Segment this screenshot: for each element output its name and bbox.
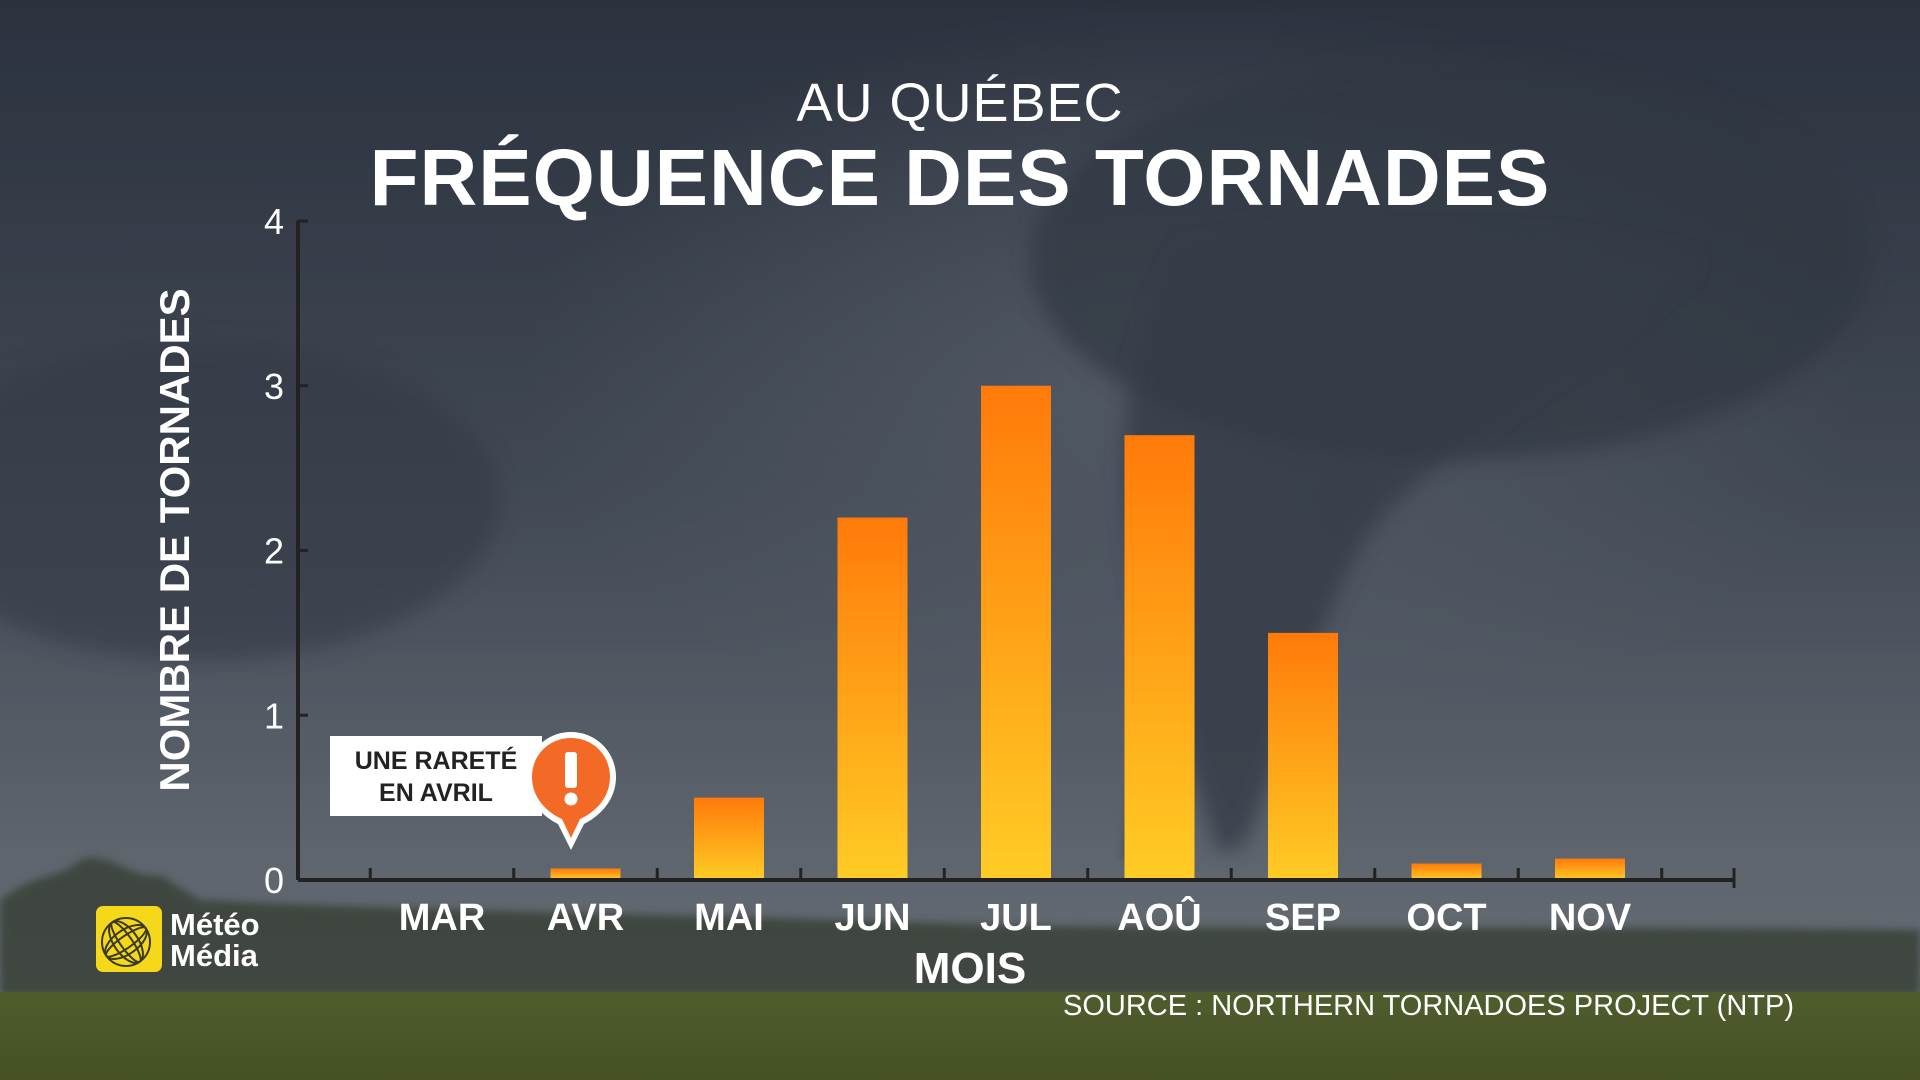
- callout-line-1: UNE RARETÉ: [354, 747, 518, 775]
- callout-line-2: EN AVRIL: [379, 779, 493, 807]
- logo-line-1: Météo: [170, 907, 260, 942]
- chart-title: FRÉQUENCE DES TORNADES: [369, 133, 1551, 222]
- bar-aoû: [1124, 435, 1195, 880]
- bar-mai: [694, 797, 764, 880]
- x-tick-label-jul: JUL: [980, 897, 1052, 939]
- x-axis-label: MOIS: [913, 944, 1027, 993]
- globe-swirl-icon: [101, 917, 151, 967]
- x-tick-label-nov: NOV: [1549, 897, 1632, 939]
- chart-subtitle: AU QUÉBEC: [796, 73, 1124, 133]
- x-tick-label-aoû: AOÛ: [1117, 894, 1201, 939]
- logo-text: Météo Média: [170, 909, 260, 971]
- logo-line-2: Média: [170, 938, 258, 973]
- bar-jun: [837, 517, 908, 880]
- x-tick-label-jun: JUN: [834, 897, 910, 939]
- bars-layer: [550, 385, 1625, 880]
- bar-avr: [550, 868, 621, 880]
- tick-labels-layer: 0 1 2 3 4 MAR AVR MAI JUN JUL AOÛ SEP OCT NOV: [264, 201, 1632, 939]
- callout-box: UNE RARETÉ EN AVRIL: [330, 736, 542, 816]
- y-tick-label: 3: [264, 366, 284, 407]
- y-tick-label: 1: [264, 695, 284, 736]
- x-tick-label-mar: MAR: [399, 897, 486, 939]
- y-axis-label: NOMBRE DE TORNADES: [151, 288, 198, 792]
- source-text: SOURCE : NORTHERN TORNADOES PROJECT (NTP…: [1063, 990, 1794, 1022]
- bar-nov: [1555, 858, 1625, 880]
- axes-layer: [296, 219, 1736, 888]
- y-tick-label: 4: [264, 201, 284, 242]
- y-tick-label: 2: [264, 531, 284, 572]
- bar-oct: [1411, 863, 1482, 880]
- bar-jul: [981, 385, 1051, 880]
- x-tick-label-avr: AVR: [547, 897, 624, 939]
- meteomedia-logo: Météo Média: [96, 906, 276, 976]
- x-tick-label-mai: MAI: [694, 897, 764, 939]
- logo-mark: [96, 906, 162, 972]
- bar-sep: [1268, 632, 1338, 880]
- x-tick-label-oct: OCT: [1406, 897, 1486, 939]
- y-tick-label: 0: [264, 860, 284, 901]
- x-tick-label-sep: SEP: [1265, 897, 1341, 939]
- exclamation-icon: [526, 732, 616, 850]
